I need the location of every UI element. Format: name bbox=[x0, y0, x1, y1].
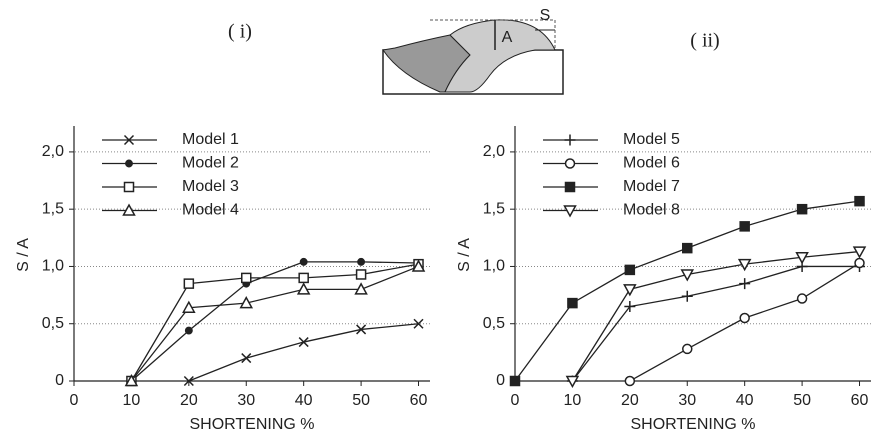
legend-marker bbox=[564, 134, 576, 146]
x-tick-label: 0 bbox=[70, 392, 79, 409]
legend-label: Model 6 bbox=[623, 155, 680, 172]
x-tick-label: 50 bbox=[352, 392, 370, 409]
marker bbox=[739, 221, 750, 232]
marker bbox=[623, 284, 637, 297]
legend-label: Model 2 bbox=[182, 155, 239, 172]
legend-marker bbox=[564, 158, 576, 169]
marker bbox=[298, 337, 309, 348]
x-tick-label: 0 bbox=[511, 392, 520, 409]
marker bbox=[183, 375, 194, 387]
marker bbox=[299, 257, 308, 266]
legend-marker bbox=[123, 181, 135, 193]
y-axis-label: S / A bbox=[15, 238, 32, 272]
legend-marker bbox=[563, 205, 577, 218]
legend-label: Model 4 bbox=[182, 202, 239, 219]
x-tick-label: 40 bbox=[295, 392, 313, 409]
series-line bbox=[130, 261, 419, 382]
x-tick-label: 60 bbox=[410, 392, 428, 409]
series-line bbox=[571, 250, 860, 382]
marker bbox=[355, 269, 367, 280]
marker bbox=[356, 324, 367, 335]
x-tick-label: 10 bbox=[564, 392, 582, 409]
series-line bbox=[188, 323, 419, 382]
marker bbox=[739, 312, 750, 324]
marker bbox=[852, 246, 867, 259]
panel-title: ( i) bbox=[228, 21, 252, 43]
marker bbox=[413, 318, 424, 329]
legend-label: Model 1 bbox=[182, 131, 239, 148]
marker bbox=[354, 282, 368, 295]
marker bbox=[854, 195, 865, 207]
y-tick-label: 2,0 bbox=[483, 143, 505, 160]
y-tick-label: 0 bbox=[55, 372, 64, 389]
x-axis-label: SHORTENING % bbox=[630, 416, 755, 433]
marker bbox=[854, 257, 865, 269]
legend-marker bbox=[123, 134, 135, 146]
x-tick-label: 30 bbox=[678, 392, 696, 409]
marker bbox=[298, 272, 309, 284]
marker bbox=[624, 301, 636, 313]
marker bbox=[796, 203, 808, 215]
marker bbox=[183, 278, 195, 289]
x-tick-label: 30 bbox=[237, 392, 255, 409]
y-tick-label: 1,0 bbox=[42, 258, 64, 275]
marker bbox=[411, 259, 426, 272]
legend-marker bbox=[125, 159, 133, 168]
section-diagram: A S bbox=[382, 7, 564, 95]
marker bbox=[682, 242, 693, 254]
x-tick-label: 20 bbox=[621, 392, 639, 409]
marker bbox=[682, 343, 693, 355]
marker bbox=[241, 272, 252, 284]
marker bbox=[124, 373, 139, 387]
marker bbox=[739, 278, 751, 290]
marker bbox=[624, 375, 636, 387]
series-line bbox=[130, 265, 419, 382]
marker bbox=[509, 375, 521, 387]
label-s: S bbox=[540, 7, 551, 24]
marker bbox=[737, 258, 752, 272]
series-line bbox=[130, 263, 419, 382]
marker bbox=[795, 252, 809, 265]
marker bbox=[296, 282, 311, 295]
y-tick-label: 2,0 bbox=[42, 143, 64, 160]
y-tick-label: 1,5 bbox=[483, 200, 505, 217]
legend-label: Model 8 bbox=[623, 202, 680, 219]
legend-marker bbox=[122, 203, 136, 216]
x-tick-label: 20 bbox=[180, 392, 198, 409]
legend-label: Model 7 bbox=[623, 178, 680, 195]
x-tick-label: 40 bbox=[736, 392, 754, 409]
marker bbox=[624, 264, 636, 276]
panel-title: ( ii) bbox=[690, 30, 719, 52]
marker bbox=[239, 296, 254, 309]
legend-marker bbox=[564, 181, 576, 193]
x-tick-label: 60 bbox=[851, 392, 869, 409]
marker bbox=[567, 297, 578, 309]
x-tick-label: 10 bbox=[123, 392, 141, 409]
y-tick-label: 0,5 bbox=[483, 315, 505, 332]
marker bbox=[680, 269, 695, 282]
marker bbox=[681, 290, 693, 302]
series-line bbox=[571, 265, 860, 382]
y-axis-label: S / A bbox=[456, 238, 473, 272]
marker bbox=[241, 353, 252, 364]
legend-label: Model 5 bbox=[623, 131, 680, 148]
marker bbox=[796, 293, 808, 304]
x-tick-label: 50 bbox=[793, 392, 811, 409]
marker bbox=[182, 300, 196, 313]
y-tick-label: 1,0 bbox=[483, 258, 505, 275]
x-axis-label: SHORTENING % bbox=[189, 416, 314, 433]
label-a: A bbox=[502, 29, 513, 46]
legend-label: Model 3 bbox=[182, 178, 239, 195]
marker bbox=[357, 257, 366, 266]
y-tick-label: 0,5 bbox=[42, 315, 64, 332]
y-tick-label: 1,5 bbox=[42, 200, 64, 217]
y-tick-label: 0 bbox=[496, 372, 505, 389]
marker bbox=[184, 326, 193, 335]
marker bbox=[565, 375, 580, 389]
grey-light bbox=[444, 19, 556, 93]
